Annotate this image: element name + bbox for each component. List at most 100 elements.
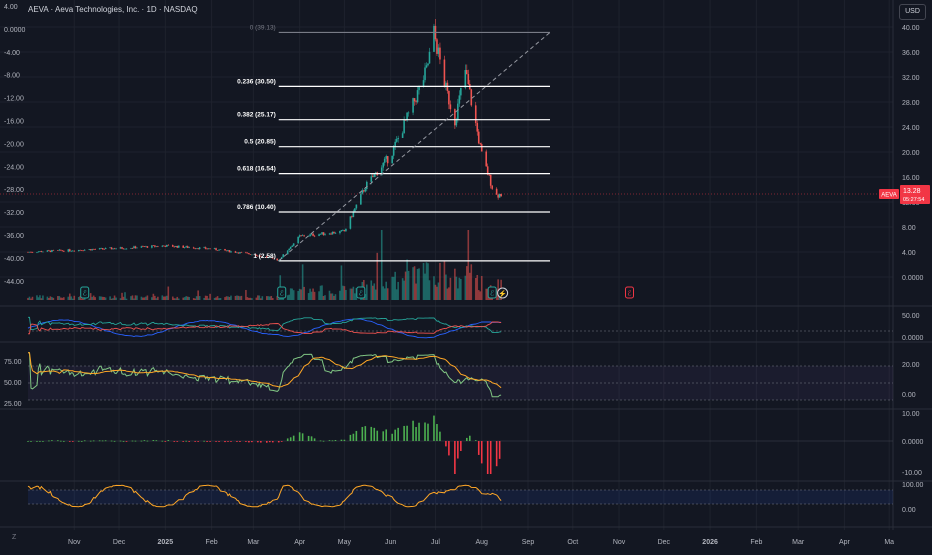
candle-body-85 (204, 247, 207, 249)
candle-body-24 (77, 249, 80, 252)
hist-bar-218 (480, 441, 483, 464)
hist-bar-130 (298, 432, 301, 441)
volume-bar-125 (288, 294, 290, 300)
lightning-marker: ⚡ (497, 287, 509, 299)
candle-body-57 (145, 246, 147, 247)
candle-body-28 (83, 249, 86, 251)
volume-bar-60 (152, 293, 155, 300)
candle-body-149 (339, 231, 341, 234)
volume-bar-84 (203, 297, 205, 300)
candle-body-114 (266, 256, 268, 258)
hist-bar-56 (143, 440, 146, 441)
volume-bar-138 (313, 291, 316, 300)
hist-bar-180 (403, 425, 405, 441)
hist-bar-168 (376, 430, 379, 441)
y-left-tick-8: -28.00 (4, 187, 24, 194)
candle-body-131 (300, 235, 302, 236)
volume-bar-10 (48, 297, 50, 300)
hist-bar-182 (406, 425, 408, 441)
volume-bar-189 (422, 262, 425, 300)
timezone-corner-label[interactable]: Z (12, 534, 17, 541)
candle-body-186 (415, 101, 417, 103)
volume-bar-126 (289, 288, 292, 300)
hist-bar-146 (331, 440, 334, 442)
ind1-tick-0: 50.00 (902, 313, 920, 320)
candle-body-72 (176, 245, 179, 248)
volume-bar-181 (404, 271, 407, 300)
stoch-tick-1: 0.00 (902, 507, 916, 514)
hist-bar-162 (364, 426, 367, 441)
price-badge-ticker-bg (879, 189, 899, 199)
candle-body-169 (380, 167, 383, 176)
candle-body-126 (289, 246, 292, 249)
volume-bar-153 (345, 289, 347, 300)
candle-body-151 (342, 230, 344, 231)
x-tick-11: Oct (567, 539, 578, 546)
volume-bar-11 (49, 296, 52, 300)
volume-bar-74 (182, 297, 185, 300)
x-tick-15: Feb (750, 539, 762, 546)
candle-body-11 (49, 250, 52, 252)
volume-bar-164 (370, 280, 373, 300)
volume-bar-209 (464, 275, 467, 300)
volume-bar-129 (297, 291, 299, 300)
volume-bar-155 (351, 288, 353, 300)
volume-bar-136 (310, 291, 313, 300)
earnings-marker-5: ℰ (624, 286, 634, 299)
hist-bar-64 (161, 440, 164, 442)
volume-bar-92 (218, 298, 220, 300)
earnings-marker-1-glyph: ℰ (83, 290, 87, 298)
volume-bar-83 (198, 296, 201, 300)
hist-bar-22 (71, 441, 74, 442)
grid-layer (0, 0, 893, 530)
volume-bar-93 (219, 297, 222, 300)
volume-bar-65 (163, 296, 165, 300)
hist-bar-210 (466, 437, 468, 441)
x-tick-0: Nov (68, 539, 81, 546)
candle-body-34 (98, 248, 101, 250)
hist-bar-68 (167, 440, 170, 441)
hist-bar-36 (101, 440, 104, 442)
candle-body-162 (364, 188, 367, 192)
volume-bar-6 (39, 295, 41, 300)
earnings-marker-5-box (624, 286, 634, 299)
hist-bar-74 (182, 441, 185, 442)
currency-button[interactable]: USD (899, 4, 926, 20)
candle-body-16 (60, 249, 62, 251)
fib-level-label-3: 0.5 (20.85) (244, 139, 275, 146)
x-tick-1: Dec (113, 539, 126, 546)
hist-bar-24 (77, 440, 80, 442)
ind1-line-blue (27, 318, 502, 339)
candle-body-197 (437, 47, 440, 54)
volume-bar-186 (415, 283, 417, 300)
volume-bar-46 (122, 296, 125, 300)
x-tick-2: 2025 (158, 539, 174, 546)
volume-bar-205 (455, 276, 458, 300)
volume-bar-200 (445, 274, 447, 300)
candle-body-176 (394, 141, 396, 147)
candle-body-119 (276, 258, 279, 261)
candle-body-213 (470, 89, 473, 106)
volume-bar-75 (183, 297, 186, 300)
volume-bar-43 (115, 297, 117, 300)
volume-bar-26 (80, 298, 83, 300)
candle-body-175 (392, 146, 395, 156)
candle-body-147 (333, 231, 335, 234)
hist-bar-212 (468, 435, 471, 441)
volume-bar-16 (60, 297, 62, 300)
candle-body-109 (255, 254, 258, 256)
candle-body-91 (216, 250, 219, 251)
volume-bar-1 (28, 296, 31, 300)
y-right-tick-4: 24.00 (902, 125, 920, 132)
price-badge-value: 13.28 (903, 188, 921, 195)
hist-bar-2 (30, 441, 32, 442)
candle-body-23 (73, 250, 76, 252)
candle-body-30 (89, 249, 92, 251)
candle-body-104 (245, 252, 247, 253)
hist-bar-174 (391, 433, 393, 441)
candle-body-90 (215, 248, 217, 251)
hist-bar-124 (286, 438, 289, 441)
volume-bar-19 (67, 296, 70, 300)
